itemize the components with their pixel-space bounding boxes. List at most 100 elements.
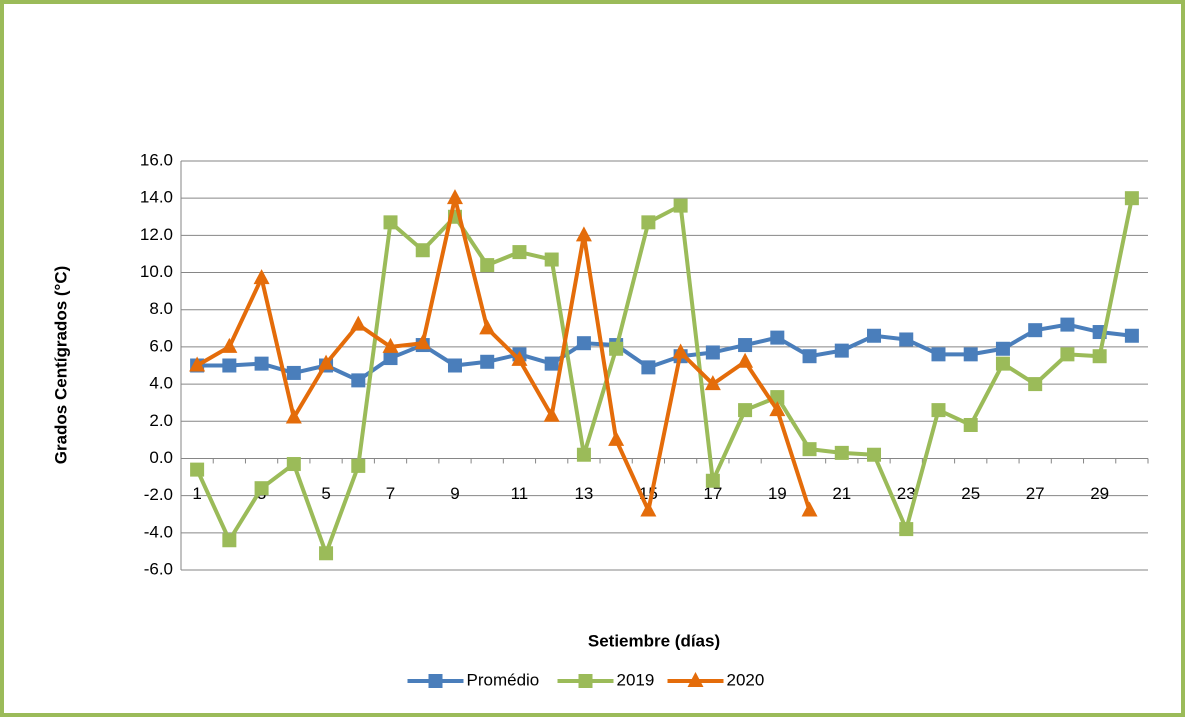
- data-point: [286, 457, 301, 472]
- data-point: [737, 352, 754, 368]
- data-point: [254, 481, 269, 496]
- y-tick-label: 12.0: [140, 225, 173, 244]
- series-line: [195, 197, 1134, 556]
- x-tick-label: 29: [1090, 484, 1109, 503]
- x-tick-label: 27: [1026, 484, 1045, 503]
- data-point: [414, 334, 431, 350]
- data-point: [383, 351, 398, 366]
- data-point: [1124, 328, 1139, 343]
- data-point: [221, 337, 238, 353]
- data-point: [963, 417, 978, 432]
- data-point: [415, 243, 430, 258]
- data-point: [480, 354, 495, 369]
- x-tick-label: 7: [386, 484, 395, 503]
- data-point: [899, 332, 914, 347]
- x-tick-label: 23: [897, 484, 916, 503]
- data-point: [640, 501, 657, 517]
- data-point: [995, 356, 1010, 371]
- data-point: [705, 473, 720, 488]
- data-point: [672, 343, 689, 359]
- data-point: [254, 356, 269, 371]
- data-point: [1060, 347, 1075, 362]
- data-point: [1028, 323, 1043, 338]
- data-point: [447, 358, 462, 373]
- data-point: [834, 445, 849, 460]
- x-tick-label: 9: [450, 484, 459, 503]
- data-point: [931, 403, 946, 418]
- data-point: [995, 341, 1010, 356]
- data-point: [285, 408, 302, 424]
- data-point: [770, 330, 785, 345]
- y-tick-label: -2.0: [144, 485, 173, 504]
- data-point: [351, 373, 366, 388]
- data-point: [963, 347, 978, 362]
- data-point: [446, 189, 463, 205]
- data-point: [1028, 377, 1043, 392]
- x-tick-label: 17: [703, 484, 722, 503]
- x-tick-label: 11: [511, 484, 529, 503]
- data-point: [673, 198, 688, 213]
- data-point: [253, 269, 270, 285]
- x-tick-label: 13: [574, 484, 593, 503]
- data-point: [222, 533, 237, 548]
- legend-marker: [428, 674, 443, 688]
- y-tick-label: 0.0: [149, 448, 173, 467]
- data-point: [769, 401, 786, 417]
- data-point: [931, 347, 946, 362]
- y-tick-label: 4.0: [149, 374, 173, 393]
- data-point: [705, 345, 720, 360]
- data-point: [479, 319, 496, 335]
- data-point: [576, 447, 591, 462]
- data-point: [738, 338, 753, 353]
- legend-marker: [687, 672, 704, 687]
- legend-label: 2020: [727, 670, 765, 689]
- legend-label: 2019: [617, 670, 655, 689]
- data-point: [1060, 317, 1075, 332]
- data-point: [222, 358, 237, 373]
- data-point: [704, 375, 721, 391]
- data-point: [544, 356, 559, 371]
- data-point: [608, 430, 625, 446]
- data-point: [543, 406, 560, 422]
- data-point: [318, 354, 335, 370]
- y-tick-label: 14.0: [140, 188, 173, 207]
- data-point: [738, 403, 753, 418]
- data-point: [1092, 349, 1107, 364]
- legend-marker: [578, 674, 593, 688]
- data-point: [382, 337, 399, 353]
- x-tick-label: 21: [832, 484, 851, 503]
- data-point: [802, 349, 817, 364]
- y-axis-title: Grados Centígrados (°C): [51, 266, 70, 465]
- series-line: [196, 196, 812, 513]
- x-tick-label: 1: [192, 484, 201, 503]
- y-tick-label: -4.0: [144, 522, 173, 541]
- data-point: [190, 462, 205, 477]
- data-point: [544, 252, 559, 267]
- data-point: [576, 336, 591, 351]
- data-point: [802, 442, 817, 457]
- y-tick-label: 16.0: [140, 150, 173, 169]
- y-tick-label: 8.0: [149, 299, 173, 318]
- x-axis-title: Setiembre (días): [588, 631, 720, 650]
- data-point: [834, 343, 849, 358]
- data-point: [383, 215, 398, 230]
- data-point: [641, 215, 656, 230]
- data-point: [899, 522, 914, 537]
- data-point: [641, 360, 656, 375]
- data-point: [189, 356, 206, 372]
- data-point: [575, 226, 592, 242]
- data-point: [1124, 191, 1139, 206]
- y-tick-label: 6.0: [149, 336, 173, 355]
- x-tick-label: 19: [768, 484, 787, 503]
- data-point: [351, 458, 366, 473]
- legend-label: Promédio: [467, 670, 540, 689]
- data-point: [286, 365, 301, 380]
- y-tick-label: -6.0: [144, 559, 173, 578]
- data-point: [609, 341, 624, 356]
- y-tick-label: 2.0: [149, 411, 173, 430]
- data-point: [350, 315, 367, 331]
- data-point: [480, 258, 495, 273]
- data-point: [801, 501, 818, 517]
- data-point: [512, 245, 527, 260]
- data-point: [867, 447, 882, 462]
